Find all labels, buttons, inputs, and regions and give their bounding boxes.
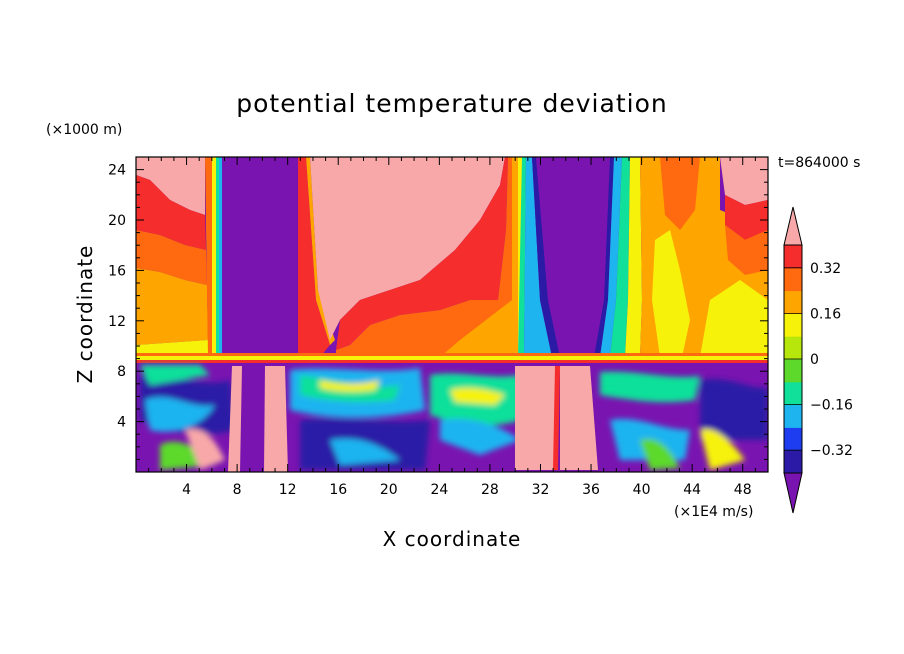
colorbar-extend-min: [783, 472, 803, 514]
contour-right-band-orange: [512, 157, 518, 357]
x-tick-label: 24: [430, 482, 448, 498]
lower-turbulent-patches: [140, 365, 768, 470]
x-axis-label: X coordinate: [383, 527, 522, 551]
y-units-label: (×1000 m): [46, 122, 122, 138]
contour-left-band-yellow: [212, 157, 216, 357]
colorbar-tick-label: 0.32: [810, 261, 841, 277]
y-tick-label: 12: [108, 314, 126, 330]
contour-left-orange-red: [136, 230, 207, 285]
colorbar-segment: [784, 359, 802, 383]
patch-green-6: [640, 439, 680, 470]
contour-right-orange-red-1: [660, 157, 700, 230]
contour-right-orange-red-2: [725, 225, 768, 275]
patch-yellow-1: [320, 380, 380, 392]
chart-title: potential temperature deviation: [236, 89, 667, 118]
contour-far-band-green: [610, 157, 630, 357]
x-tick-label: 28: [481, 482, 499, 498]
contour-center-pink: [310, 157, 505, 340]
contour-left-band-red: [205, 157, 212, 357]
contour-mid-band-red: [298, 157, 330, 357]
contour-field: [136, 157, 768, 472]
colorbar-tick-label: 0.16: [810, 306, 841, 322]
contour-right-band-cyan: [524, 157, 552, 357]
contour-left-orange: [136, 268, 208, 345]
colorbar-segment: [784, 381, 802, 406]
contour-center-orange-red: [336, 157, 512, 357]
interface-stripe-yellow: [136, 356, 768, 360]
contour-center-red: [336, 157, 508, 350]
y-axis-ticks: 4 8 12 16 20 24: [108, 163, 768, 460]
contour-right-red: [725, 195, 768, 240]
y-tick-label: 20: [108, 213, 126, 229]
patch-yellow-2: [450, 387, 505, 405]
contour-left-yellow: [136, 340, 210, 357]
colorbar-segment: [784, 290, 802, 314]
contour-mid-band-orange: [306, 157, 335, 345]
contour-right-pink: [720, 157, 768, 205]
x-tick-label: 44: [683, 482, 701, 498]
x-tick-label: 32: [532, 482, 550, 498]
x-tick-label: 20: [380, 482, 398, 498]
contour-left-pink: [136, 157, 205, 215]
plume-pink-4: [560, 366, 598, 470]
patch-green-2: [140, 365, 210, 385]
plume-pink-1: [228, 366, 242, 472]
patch-cyan-1: [145, 397, 215, 432]
upper-contour-layer: [136, 157, 768, 363]
y-tick-label: 8: [117, 364, 126, 380]
colorbar-tick-label: 0: [810, 352, 819, 368]
patch-yellow-3: [700, 429, 745, 470]
x-tick-label: 36: [582, 482, 600, 498]
contour-right-yellow-2: [700, 280, 768, 357]
plume-pink-2: [264, 366, 288, 472]
x-tick-label: 40: [633, 482, 651, 498]
lower-contour-layer: [136, 363, 768, 472]
y-tick-label: 24: [108, 163, 126, 179]
contour-column-purple-2: [536, 157, 610, 357]
colorbar-segment: [784, 450, 802, 474]
y-axis-label: Z coordinate: [73, 245, 97, 384]
colorbar-segment: [784, 313, 802, 337]
colorbar-extend-max: [783, 206, 803, 246]
contour-left-band-blue: [219, 157, 222, 357]
patch-green-5: [600, 371, 700, 403]
colorbar-segment: [784, 267, 802, 292]
x-tick-label: 8: [233, 482, 242, 498]
patch-cyan-3: [330, 438, 400, 465]
patch-blue-3: [700, 378, 768, 440]
plume-pink-3: [515, 366, 560, 470]
contour-right-band-green: [518, 157, 526, 357]
y-tick-label: 4: [117, 415, 126, 431]
interface-stripe-red: [136, 360, 768, 363]
y-tick-label: 16: [108, 263, 126, 279]
contour-left-band-green: [216, 157, 219, 357]
x-units-label: (×1E4 m/s): [674, 504, 753, 520]
patch-pink-1: [185, 429, 225, 470]
colorbar-segment: [784, 245, 802, 269]
colorbar-segment: [784, 336, 802, 360]
x-tick-label: 48: [734, 482, 752, 498]
colorbar-tick-label: −0.16: [810, 398, 853, 414]
time-label: t=864000 s: [778, 155, 860, 171]
colorbar-segment: [784, 427, 802, 451]
x-axis-ticks: 4 8 12 16 20 24 28 32 36 40 44 48: [148, 157, 756, 498]
contour-far-band-cyan: [600, 157, 622, 357]
contour-far-band-yellow: [625, 157, 642, 357]
contour-center-orange: [440, 300, 512, 357]
x-tick-label: 12: [279, 482, 297, 498]
x-tick-label: 4: [182, 482, 191, 498]
colorbar-segment: [784, 404, 802, 428]
x-tick-label: 16: [329, 482, 347, 498]
plume-red-edge: [553, 366, 560, 470]
contour-column-purple-1: [222, 157, 298, 357]
contour-left-red: [136, 175, 206, 250]
contour-right-band-blue: [532, 157, 560, 357]
colorbar-tick-label: −0.32: [810, 443, 853, 459]
contour-far-band-blue: [594, 157, 614, 357]
patch-cyan-4: [440, 418, 520, 455]
contour-right-yellow-1: [652, 230, 690, 357]
colorbar: 0.32 0.16 0 −0.16 −0.32: [783, 206, 853, 514]
interface-stripe-orange: [136, 353, 768, 356]
